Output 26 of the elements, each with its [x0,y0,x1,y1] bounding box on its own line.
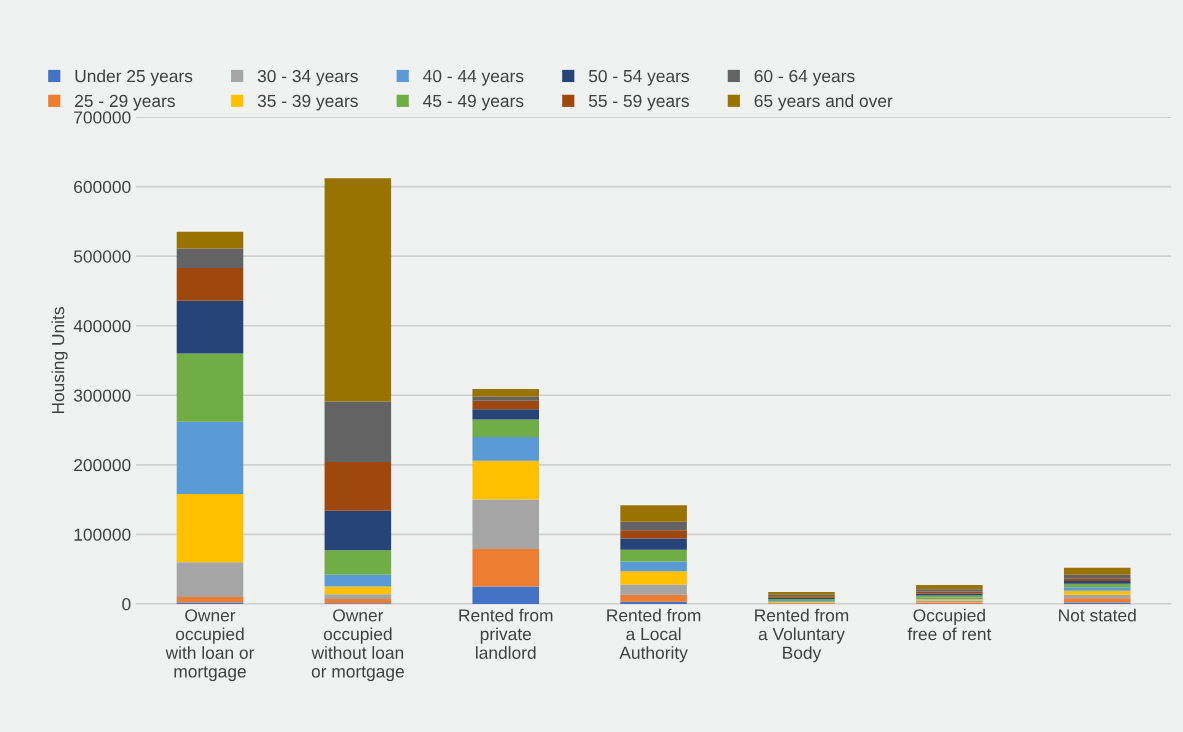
legend-label: 45 - 49 years [423,94,524,111]
x-tick-label: Rented from a Local Authority [607,608,701,663]
x-tick-label: Rented from private landlord [459,608,553,659]
y-tick-label: 700000 [74,111,131,124]
x-tick-label: Owner occupied with loan or mortgage [165,609,255,682]
legend-label: 40 - 44 years [423,69,524,86]
legend-label: 35 - 39 years [257,94,358,111]
y-tick-label: 200000 [74,458,131,472]
y-tick-label: 0 [122,598,131,611]
legend-label: Under 25 years [75,69,193,86]
x-tick-label: Occupied free of rent [907,608,992,641]
y-tick-label: 100000 [74,528,131,541]
y-axis-title: Housing Units [51,307,68,414]
legend-label: 30 - 34 years [257,69,358,86]
x-tick-label: Rented from a Voluntary Body [755,608,849,663]
y-tick-label: 300000 [73,389,131,402]
legend-label: 50 - 54 years [588,69,689,86]
x-tick-label: Not stated [1059,608,1136,622]
y-tick-label: 400000 [73,319,131,333]
legend-label: 60 - 64 years [754,69,855,86]
legend-label: 55 - 59 years [588,94,689,111]
legend-label: 25 - 29 years [75,94,175,111]
x-tick-label: Owner occupied without loan or mortgage [311,609,404,682]
legend-label: 65 years and over [754,94,893,111]
y-tick-label: 600000 [74,180,131,194]
y-tick-label: 500000 [73,250,131,263]
